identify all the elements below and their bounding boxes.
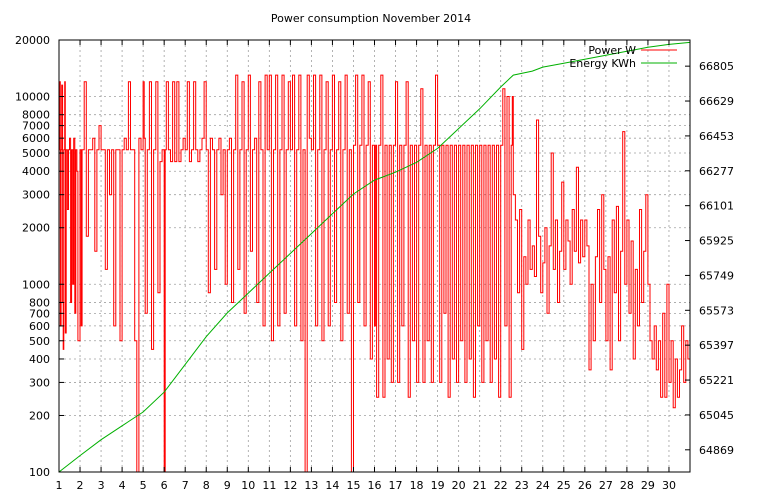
axis-ticks <box>58 39 690 473</box>
x-tick-label: 27 <box>599 479 613 492</box>
energy-series-line <box>58 41 691 473</box>
legend-power-label: Power W <box>588 44 636 57</box>
x-tick-label: 3 <box>98 479 105 492</box>
x-tick-label: 10 <box>241 479 255 492</box>
chart-title: Power consumption November 2014 <box>271 12 471 25</box>
x-tick-label: 16 <box>368 479 382 492</box>
y-right-tick-label: 65221 <box>699 374 734 387</box>
x-tick-label: 26 <box>578 479 592 492</box>
y-right-tick-label: 66277 <box>699 165 734 178</box>
y-right-tick-label: 66101 <box>699 200 734 213</box>
y-left-tick-label: 100 <box>29 466 50 479</box>
power-series-line <box>59 74 691 473</box>
y-left-tick-label: 3000 <box>22 189 50 202</box>
x-tick-label: 29 <box>641 479 655 492</box>
y-right-tick-label: 65925 <box>699 235 734 248</box>
x-tick-label: 5 <box>140 479 147 492</box>
x-tick-label: 24 <box>536 479 550 492</box>
y-left-tick-label: 300 <box>29 376 50 389</box>
legend: Power W Energy KWh <box>569 44 677 70</box>
y-right-tick-label: 64869 <box>699 444 734 457</box>
y-left-tick-label: 7000 <box>22 120 50 133</box>
y-left-tick-label: 4000 <box>22 165 50 178</box>
x-tick-label: 21 <box>473 479 487 492</box>
y-left-tick-label: 200 <box>29 409 50 422</box>
y-right-tick-labels: 64869 65045 65221 65397 65573 65749 65925 66101… <box>699 60 734 457</box>
x-tick-label: 18 <box>410 479 424 492</box>
y-left-tick-label: 800 <box>29 296 50 309</box>
y-left-tick-label: 10000 <box>15 91 50 104</box>
y-right-tick-label: 66453 <box>699 130 734 143</box>
y-left-tick-label: 2000 <box>22 222 50 235</box>
y-left-tick-label: 6000 <box>22 132 50 145</box>
x-tick-label: 17 <box>389 479 403 492</box>
energy-series-layer <box>58 41 691 473</box>
x-tick-label: 28 <box>620 479 634 492</box>
x-tick-label: 19 <box>431 479 445 492</box>
y-left-tick-label: 8000 <box>22 109 50 122</box>
x-tick-labels: 1 2 3 4 5 6 7 8 9 10 11 12 13 14 15 16 17 18 19 20 21 22 23 24 2… <box>56 479 676 492</box>
x-tick-label: 4 <box>119 479 126 492</box>
x-tick-label: 13 <box>304 479 318 492</box>
x-tick-label: 9 <box>224 479 231 492</box>
y-right-tick-label: 65749 <box>699 269 734 282</box>
y-left-tick-label: 5000 <box>22 147 50 160</box>
x-tick-label: 14 <box>325 479 339 492</box>
x-tick-label: 30 <box>662 479 676 492</box>
y-right-tick-label: 65573 <box>699 304 734 317</box>
x-tick-label: 15 <box>346 479 360 492</box>
x-tick-label: 11 <box>262 479 276 492</box>
x-tick-label: 20 <box>452 479 466 492</box>
x-tick-label: 8 <box>203 479 210 492</box>
y-left-tick-label: 20000 <box>15 34 50 47</box>
x-tick-label: 7 <box>182 479 189 492</box>
y-left-tick-label: 1000 <box>22 278 50 291</box>
x-tick-label: 12 <box>283 479 297 492</box>
legend-energy-label: Energy KWh <box>569 57 636 70</box>
x-tick-label: 1 <box>56 479 63 492</box>
x-tick-label: 6 <box>161 479 168 492</box>
x-tick-label: 2 <box>77 479 84 492</box>
x-tick-label: 25 <box>557 479 571 492</box>
y-right-tick-label: 65045 <box>699 409 734 422</box>
y-right-tick-label: 66629 <box>699 95 734 108</box>
y-left-tick-label: 600 <box>29 320 50 333</box>
y-right-tick-label: 65397 <box>699 339 734 352</box>
x-tick-label: 23 <box>515 479 529 492</box>
y-left-tick-label: 500 <box>29 335 50 348</box>
y-left-tick-label: 400 <box>29 353 50 366</box>
x-tick-label: 22 <box>494 479 508 492</box>
y-left-tick-label: 700 <box>29 307 50 320</box>
power-series-layer <box>59 74 691 473</box>
y-right-tick-label: 66805 <box>699 60 734 73</box>
